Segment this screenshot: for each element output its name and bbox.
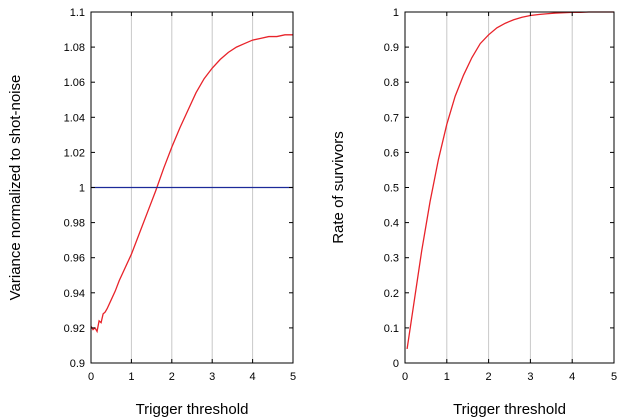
survivors-ytick-label-5: 0.5: [384, 183, 399, 195]
variance-y-axis-label: Variance normalized to shot-noise: [7, 75, 24, 301]
variance-ytick-label-9: 1.08: [64, 42, 85, 54]
variance-ytick-label-3: 0.96: [64, 253, 85, 265]
variance-ytick-label-1: 0.92: [64, 323, 85, 335]
survivors-ytick-label-4: 0.4: [384, 218, 399, 230]
variance-series-line-0: [90, 34, 293, 334]
survivors-xtick-label-2: 2: [486, 371, 492, 383]
survivors-ytick-label-9: 0.9: [384, 42, 399, 54]
survivors-ytick-label-1: 0.1: [384, 323, 399, 335]
survivors-ytick-label-10: 1: [393, 7, 399, 19]
survivors-ytick-label-3: 0.3: [384, 253, 399, 265]
variance-ytick-label-2: 0.94: [64, 288, 85, 300]
survivors-plot-frame: [404, 11, 615, 364]
variance-chart: 0 1 2 3 4 5 0.9 0.92 0.94 0.96 0.98 1 1.02 1.04 1.06 1.…: [7, 7, 296, 418]
survivors-xtick-label-4: 4: [569, 371, 575, 383]
variance-xtick-label-1: 1: [128, 371, 134, 383]
variance-ytick-label-0: 0.9: [70, 358, 85, 370]
survivors-ytick-label-7: 0.7: [384, 112, 399, 124]
variance-xtick-label-4: 4: [250, 371, 256, 383]
variance-xtick-label-0: 0: [88, 371, 94, 383]
variance-ytick-label-5: 1: [79, 183, 85, 195]
survivors-xtick-label-5: 5: [611, 371, 617, 383]
variance-xtick-label-3: 3: [209, 371, 215, 383]
survivors-x-axis-label: Trigger threshold: [453, 401, 566, 418]
survivors-series-line-0: [406, 11, 614, 350]
variance-xtick-label-5: 5: [290, 371, 296, 383]
survivors-xtick-label-3: 3: [527, 371, 533, 383]
survivors-ytick-label-0: 0: [393, 358, 399, 370]
survivors-ytick-label-8: 0.8: [384, 77, 399, 89]
survivors-y-axis-label: Rate of survivors: [330, 131, 347, 244]
variance-ytick-label-6: 1.02: [64, 147, 85, 159]
survivors-ytick-label-6: 0.6: [384, 147, 399, 159]
survivors-chart: 0 1 2 3 4 5 0 0.1 0.2 0.3 0.4 0.5 0.6 0.7 0.8 0.9 1 Trigg…: [330, 7, 617, 418]
variance-ytick-label-10: 1.1: [70, 7, 85, 19]
variance-ytick-label-4: 0.98: [64, 218, 85, 230]
variance-xtick-label-2: 2: [169, 371, 175, 383]
variance-x-axis-label: Trigger threshold: [136, 401, 249, 418]
survivors-xtick-label-0: 0: [402, 371, 408, 383]
variance-ytick-label-7: 1.04: [64, 112, 85, 124]
survivors-ytick-label-2: 0.2: [384, 288, 399, 300]
survivors-xtick-label-1: 1: [444, 371, 450, 383]
variance-ytick-label-8: 1.06: [64, 77, 85, 89]
